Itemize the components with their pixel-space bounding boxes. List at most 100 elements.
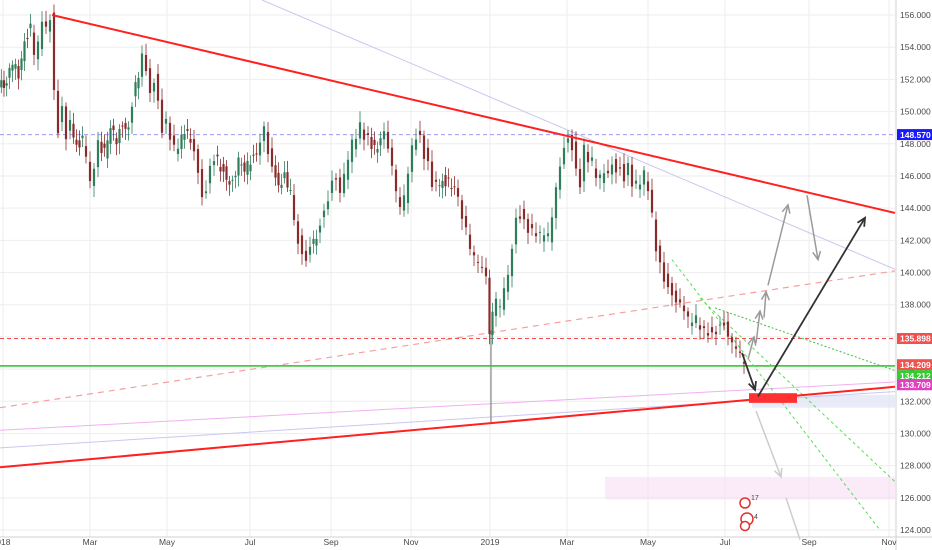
candle-body [134, 82, 137, 97]
candle-body [562, 147, 566, 165]
candle-body [112, 125, 115, 131]
candle-body [722, 322, 726, 326]
candle-body [252, 154, 255, 156]
candle-body [566, 138, 570, 143]
bearish-extension [785, 497, 801, 540]
bearish-arrow-head [773, 467, 783, 479]
candle-body [118, 128, 121, 144]
candle-body [106, 140, 109, 159]
x-tick-label: Jul [245, 537, 256, 547]
candle-body [192, 139, 196, 152]
x-tick-label: May [640, 537, 657, 547]
candle-body [216, 154, 219, 157]
candle-body [558, 166, 562, 190]
candle-body [346, 159, 350, 180]
candle-body [630, 164, 634, 187]
candle-body [658, 245, 662, 263]
candle-body [654, 219, 658, 252]
candle-body [702, 326, 706, 329]
x-tick-label: Nov [881, 537, 897, 547]
event-label: 4 [754, 514, 758, 521]
candle-body [522, 208, 526, 220]
candle-body [610, 164, 614, 175]
candle-body [662, 262, 666, 282]
candle-body [570, 134, 574, 151]
candle-body [506, 274, 510, 292]
candle-body [266, 131, 270, 155]
price-badge-label: 148.570 [900, 130, 931, 140]
candle-body [231, 179, 234, 181]
candle-body [92, 168, 96, 186]
candle-body [312, 238, 315, 244]
candle-body [237, 157, 240, 176]
down-arrow-head [747, 380, 757, 392]
y-tick-label: 126.000 [900, 493, 931, 503]
candle-body [422, 135, 426, 159]
candle-body [11, 64, 14, 71]
candle-body [402, 195, 406, 211]
candle-body [602, 173, 606, 184]
candle-body [176, 148, 180, 155]
candle-body [379, 138, 382, 146]
candle-body [277, 172, 280, 186]
target-zone [605, 476, 895, 500]
candle-body [514, 217, 518, 245]
candle-body [8, 67, 11, 78]
candle-body [234, 175, 237, 178]
candle-body [270, 148, 274, 167]
upper-resistance-line [51, 14, 896, 214]
alt-arrow-2-head [754, 309, 764, 320]
target-block [749, 393, 797, 403]
candle-body [441, 180, 444, 188]
candle-body [370, 136, 373, 149]
candle-body [494, 298, 498, 316]
candle-body [350, 139, 354, 162]
candle-body [308, 246, 312, 255]
candle-body [249, 164, 252, 172]
candle-body [398, 197, 402, 207]
candle-body [283, 172, 286, 179]
alt-arrow-5 [806, 195, 819, 260]
y-tick-label: 156.000 [900, 10, 931, 20]
price-badge [897, 359, 932, 371]
candle-body [109, 128, 112, 144]
candle-body [650, 189, 654, 213]
candle-body [444, 175, 447, 187]
candle-body [726, 321, 730, 337]
candle-body [390, 147, 394, 166]
candle-body [526, 219, 530, 233]
candle-body [318, 225, 322, 233]
y-tick-label: 152.000 [900, 74, 931, 84]
candle-body [618, 167, 622, 169]
candle-body [137, 77, 140, 89]
candle-body [200, 169, 204, 198]
candle-body [96, 140, 100, 168]
candle-body [0, 80, 3, 88]
candle-body [255, 153, 258, 155]
candle-body [642, 170, 646, 185]
candle-body [342, 173, 346, 194]
x-tick-label: May [159, 537, 176, 547]
candle-body [734, 346, 738, 349]
candle-body [208, 165, 212, 184]
bullish-arrow-head [856, 216, 867, 227]
candle-body [534, 233, 538, 237]
candle-body [373, 139, 376, 145]
candle-body [464, 216, 468, 228]
candle-body [78, 140, 81, 148]
y-tick-label: 148.000 [900, 139, 931, 149]
candle-body [418, 130, 422, 135]
candle-body [638, 184, 642, 190]
candle-body [75, 139, 78, 145]
candle-body [706, 333, 710, 336]
candle-body [164, 118, 168, 124]
candle-body [115, 138, 118, 145]
alt-arrow-1 [747, 336, 755, 360]
projection-line-2 [699, 297, 896, 483]
candle-body [56, 90, 60, 134]
x-tick-label: Nov [403, 537, 419, 547]
y-tick-label: 132.000 [900, 396, 931, 406]
candle-body [23, 41, 26, 62]
candle-body [386, 131, 390, 149]
